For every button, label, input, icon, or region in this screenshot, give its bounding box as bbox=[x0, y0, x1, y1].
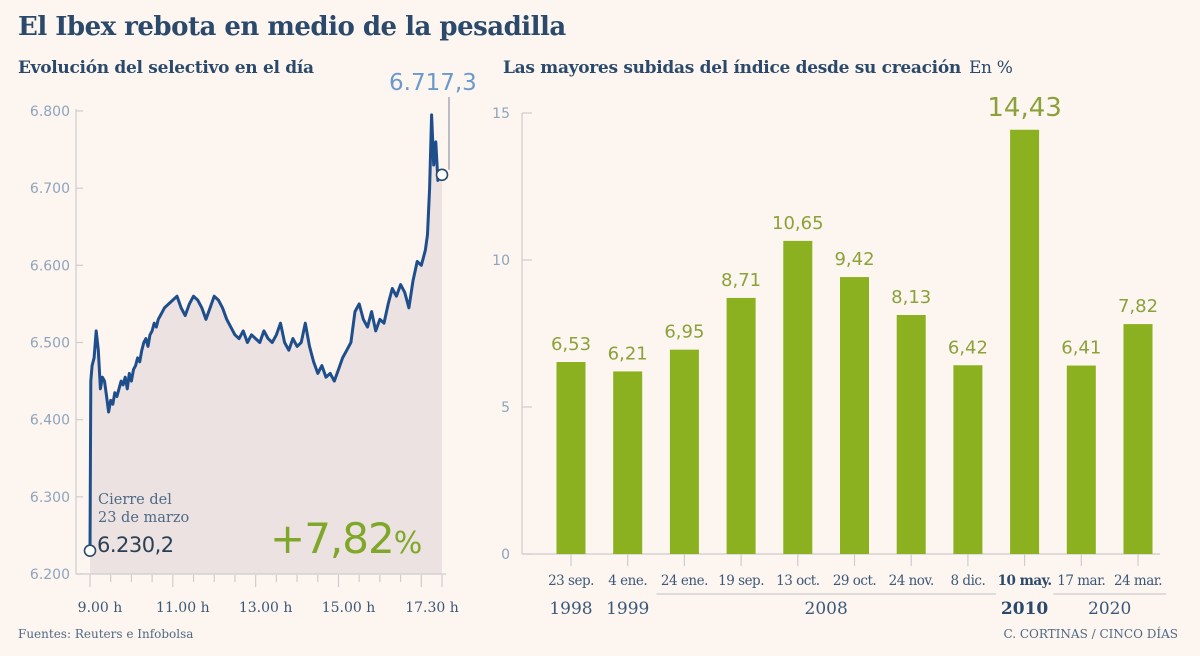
right-y-tick-label: 5 bbox=[501, 400, 510, 416]
chart-title: El Ibex rebota en medio de la pesadilla bbox=[18, 12, 566, 42]
bar bbox=[1010, 129, 1040, 554]
year-label: 2020 bbox=[1088, 599, 1131, 619]
source-note: Fuentes: Reuters e Infobolsa bbox=[18, 627, 194, 641]
left-y-tick-label: 6.400 bbox=[30, 413, 70, 429]
bar-value-label: 6,53 bbox=[551, 334, 591, 355]
bar-value-label: 6,95 bbox=[664, 322, 704, 343]
bar bbox=[726, 297, 756, 554]
right-y-tick-label: 0 bbox=[501, 547, 510, 563]
daily-change-suffix: % bbox=[394, 526, 423, 561]
bar-value-label: 9,42 bbox=[834, 249, 874, 270]
bar bbox=[1123, 324, 1153, 554]
category-label: 4 ene. bbox=[608, 573, 647, 589]
bar-value-label: 8,71 bbox=[721, 270, 761, 291]
bar-value-label: 7,82 bbox=[1118, 296, 1158, 317]
left-x-tick-label: 15.00 h bbox=[322, 600, 376, 616]
left-x-tick-label: 9.00 h bbox=[78, 600, 123, 616]
left-chart-subtitle: Evolución del selectivo en el día bbox=[18, 58, 314, 78]
bar-value-label: 6,21 bbox=[608, 343, 648, 364]
category-label: 13 oct. bbox=[776, 573, 820, 589]
unit-label: En % bbox=[968, 58, 1013, 78]
right-y-tick-label: 10 bbox=[492, 253, 510, 269]
bar bbox=[953, 365, 983, 554]
right-chart-subtitle: Las mayores subidas del índice desde su … bbox=[503, 58, 1013, 78]
credit-note: C. CORTINAS / CINCO DÍAS bbox=[1003, 627, 1178, 641]
open-note-line1: Cierre del bbox=[98, 492, 172, 508]
bar-value-label: 10,65 bbox=[772, 213, 824, 234]
category-label: 23 sep. bbox=[548, 573, 594, 589]
intraday-line bbox=[88, 113, 442, 551]
daily-change-label: +7,82% bbox=[270, 514, 422, 563]
bar bbox=[783, 240, 813, 554]
bar-value-label: 8,13 bbox=[891, 287, 931, 308]
left-y-tick-label: 6.300 bbox=[30, 490, 70, 506]
left-x-tick-label: 17.30 h bbox=[405, 600, 459, 616]
year-label: 1999 bbox=[606, 599, 649, 619]
bar bbox=[613, 371, 643, 554]
category-label: 24 ene. bbox=[661, 573, 708, 589]
top-gains-bar-chart: 0 5 10 15 6,53 6,21 6,95 8,71 10,65 9,42 8,13 6,42… bbox=[492, 93, 1166, 619]
left-x-tick-label: 13.00 h bbox=[239, 600, 293, 616]
year-label: 1998 bbox=[549, 599, 592, 619]
left-y-tick-label: 6.500 bbox=[30, 336, 70, 352]
close-value-label: 6.717,3 bbox=[389, 70, 477, 96]
intraday-line-chart: 6.200 6.300 6.400 6.500 6.600 6.700 6.800 9.00… bbox=[30, 70, 477, 616]
category-label: 19 sep. bbox=[718, 573, 764, 589]
bar bbox=[669, 349, 699, 554]
bar bbox=[556, 362, 586, 554]
close-marker bbox=[435, 168, 449, 182]
intraday-area-fill bbox=[90, 114, 442, 575]
bar bbox=[896, 314, 926, 554]
left-y-tick-label: 6.700 bbox=[30, 181, 70, 197]
bar-value-label: 6,41 bbox=[1061, 338, 1101, 359]
left-y-tick-label: 6.600 bbox=[30, 258, 70, 274]
left-y-tick-label: 6.800 bbox=[30, 104, 70, 120]
open-value-label: 6.230,2 bbox=[97, 533, 174, 557]
bar-value-label: 6,42 bbox=[948, 337, 988, 358]
category-label: 17 mar. bbox=[1057, 573, 1105, 589]
year-label: 2008 bbox=[805, 599, 848, 619]
category-label: 24 nov. bbox=[889, 573, 934, 589]
category-label: 10 may. bbox=[998, 573, 1052, 589]
bar-value-label: 14,43 bbox=[987, 93, 1061, 123]
left-x-tick-label: 11.00 h bbox=[156, 600, 210, 616]
bar bbox=[840, 277, 869, 554]
open-marker bbox=[83, 544, 97, 557]
category-label: 24 mar. bbox=[1114, 573, 1162, 589]
open-note-line2: 23 de marzo bbox=[98, 510, 189, 526]
year-label: 2010 bbox=[1001, 599, 1048, 619]
category-label: 8 dic. bbox=[951, 573, 986, 589]
category-label: 29 oct. bbox=[833, 573, 877, 589]
right-y-tick-label: 15 bbox=[492, 106, 510, 122]
bar bbox=[1066, 365, 1096, 554]
right-chart-subtitle-text: Las mayores subidas del índice desde su … bbox=[503, 58, 961, 78]
left-y-tick-label: 6.200 bbox=[30, 567, 70, 583]
daily-change-number: +7,82 bbox=[270, 514, 394, 563]
